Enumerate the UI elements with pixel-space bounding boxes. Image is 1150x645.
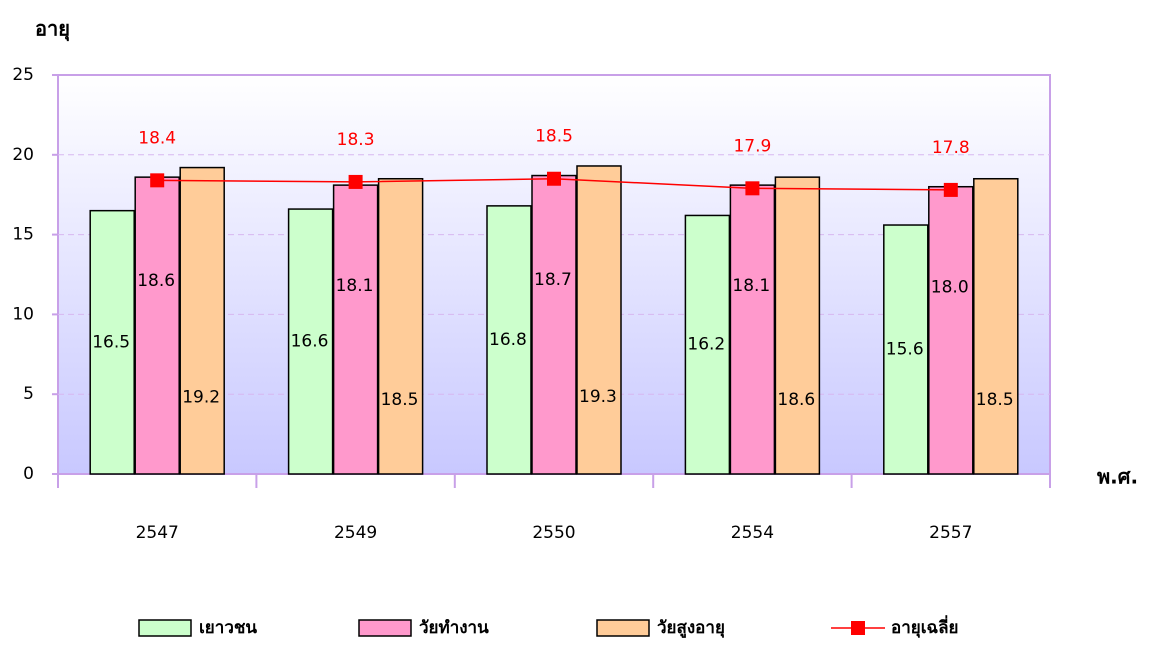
y-tick-label: 25 <box>12 65 34 85</box>
data-label: 18.5 <box>381 390 419 410</box>
bar <box>729 184 776 475</box>
legend-label: วัยสูงอายุ <box>657 618 725 639</box>
data-label: 18.7 <box>534 270 572 290</box>
bar <box>684 214 731 475</box>
line-marker <box>547 171 561 186</box>
data-label: 18.5 <box>535 127 573 147</box>
bar <box>377 177 424 475</box>
bar <box>287 208 334 475</box>
data-label: 19.3 <box>579 387 617 407</box>
data-label: 16.8 <box>489 330 527 350</box>
bar <box>89 209 135 475</box>
y-tick-label: 20 <box>12 145 34 165</box>
line-marker <box>745 181 760 196</box>
x-tick-label: 2554 <box>731 523 774 543</box>
data-label: 18.1 <box>336 276 374 296</box>
bar <box>179 166 225 475</box>
legend-marker <box>851 621 865 635</box>
bar <box>486 205 532 475</box>
legend-swatch <box>596 619 650 637</box>
data-label: 18.0 <box>931 277 969 297</box>
line-marker <box>943 182 958 197</box>
y-tick-label: 10 <box>12 304 34 324</box>
y-tick-label: 5 <box>23 384 34 404</box>
data-label: 17.9 <box>733 136 771 156</box>
y-tick-label: 15 <box>12 225 34 245</box>
legend-swatch <box>138 619 192 637</box>
legend-label: อายุเฉลี่ย <box>891 615 959 638</box>
data-label: 18.5 <box>976 390 1014 410</box>
x-tick-label: 2550 <box>532 523 575 543</box>
legend-label: วัยทำงาน <box>419 618 489 638</box>
data-label: 16.5 <box>92 332 130 352</box>
data-label: 19.2 <box>182 387 220 407</box>
data-label: 16.6 <box>291 332 329 352</box>
x-tick-label: 2547 <box>136 523 179 543</box>
data-label: 18.6 <box>777 390 815 410</box>
y-axis-title: อายุ <box>35 17 70 42</box>
data-label: 15.6 <box>886 340 924 360</box>
data-label: 18.4 <box>138 128 176 148</box>
data-label: 17.8 <box>932 138 970 158</box>
bar <box>576 165 622 475</box>
bar <box>332 184 379 475</box>
data-label: 18.1 <box>732 276 770 296</box>
bar <box>973 177 1019 475</box>
bar <box>928 185 974 475</box>
data-label: 18.3 <box>337 130 375 150</box>
bar <box>134 176 180 475</box>
y-tick-label: 0 <box>23 464 34 484</box>
data-label: 18.6 <box>137 271 175 291</box>
bar <box>774 176 821 475</box>
data-label: 16.2 <box>687 335 725 355</box>
line-marker <box>348 174 363 189</box>
bar <box>883 224 929 475</box>
line-marker <box>150 173 165 188</box>
legend-swatch <box>358 619 412 637</box>
x-tick-label: 2557 <box>929 523 972 543</box>
x-tick-label: 2549 <box>334 523 377 543</box>
legend-label: เยาวชน <box>199 618 257 638</box>
bar <box>531 174 577 475</box>
x-axis-title: พ.ศ. <box>1097 465 1138 489</box>
